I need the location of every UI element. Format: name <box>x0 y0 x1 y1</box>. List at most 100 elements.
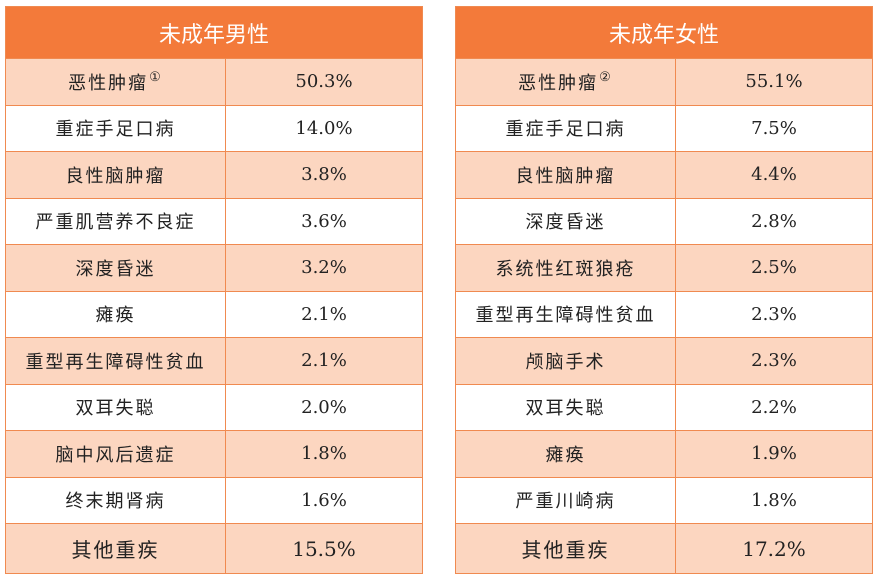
row-label: 恶性肿瘤 <box>68 72 149 94</box>
row-label: 严重肌营养不良症 <box>35 212 196 234</box>
footnote-mark: ① <box>149 70 163 86</box>
row-value: 1.6% <box>301 489 347 511</box>
table-header: 未成年女性 <box>456 7 872 58</box>
row-value-cell: 2.5% <box>676 245 872 291</box>
row-value-cell: 2.3% <box>676 338 872 384</box>
row-label: 重型再生障碍性贫血 <box>475 305 656 327</box>
row-value: 2.5% <box>751 257 797 279</box>
row-label-cell: 脑中风后遗症 <box>6 431 226 477</box>
table-header: 未成年男性 <box>6 7 422 58</box>
table: 未成年男性 恶性肿瘤 ① 50.3% 重症手足口病 14.0% 良性脑肿瘤 3.8% 严重肌营养… <box>5 6 423 574</box>
row-value-cell: 2.3% <box>676 292 872 338</box>
row-value-cell: 3.8% <box>226 152 422 198</box>
table-row: 深度昏迷 3.2% <box>6 244 422 291</box>
row-value: 2.3% <box>751 350 797 372</box>
row-value-cell: 1.8% <box>226 431 422 477</box>
row-label-cell: 重症手足口病 <box>6 105 226 151</box>
table-row: 恶性肿瘤 ① 50.3% <box>6 58 422 105</box>
row-label: 双耳失聪 <box>75 398 156 420</box>
row-label: 恶性肿瘤 <box>518 72 599 94</box>
row-value: 2.8% <box>751 210 797 232</box>
row-label-cell: 终末期肾病 <box>6 477 226 523</box>
row-label-cell: 严重肌营养不良症 <box>6 198 226 244</box>
row-value: 55.1% <box>745 71 803 93</box>
table-row: 重型再生障碍性贫血 2.1% <box>6 337 422 384</box>
row-label-cell: 良性脑肿瘤 <box>456 152 676 198</box>
row-label: 双耳失聪 <box>525 398 606 420</box>
table-row: 终末期肾病 1.6% <box>6 476 422 524</box>
row-value-cell: 1.6% <box>226 478 422 524</box>
row-label: 严重川崎病 <box>515 491 616 513</box>
row-value: 2.1% <box>301 350 347 372</box>
row-value: 1.9% <box>751 443 797 465</box>
row-label-cell: 重型再生障碍性贫血 <box>456 291 676 337</box>
row-label: 良性脑肿瘤 <box>515 165 616 187</box>
row-value: 2.0% <box>301 396 347 418</box>
row-label: 脑中风后遗症 <box>55 444 176 466</box>
row-value-cell: 7.5% <box>676 106 872 152</box>
row-value-cell: 15.5% <box>226 524 422 573</box>
row-value: 3.6% <box>301 210 347 232</box>
table-row: 良性脑肿瘤 3.8% <box>6 151 422 198</box>
row-value: 2.1% <box>301 303 347 325</box>
row-value-cell: 3.6% <box>226 199 422 245</box>
row-label: 终末期肾病 <box>65 491 166 513</box>
table-row: 良性脑肿瘤 4.4% <box>456 151 872 198</box>
row-label: 良性脑肿瘤 <box>65 165 166 187</box>
row-label-cell: 瘫痪 <box>456 431 676 477</box>
row-value: 2.2% <box>751 396 797 418</box>
row-label-cell: 其他重疾 <box>456 524 676 573</box>
row-value-cell: 55.1% <box>676 59 872 105</box>
row-label: 重症手足口病 <box>55 119 176 141</box>
row-label: 重型再生障碍性贫血 <box>25 351 206 373</box>
table-row: 重症手足口病 14.0% <box>6 104 422 152</box>
row-label-cell: 严重川崎病 <box>456 477 676 523</box>
row-label-cell: 恶性肿瘤 ① <box>6 59 226 105</box>
row-value-cell: 2.0% <box>226 385 422 431</box>
footnote-mark: ② <box>599 70 613 86</box>
row-value: 17.2% <box>742 536 806 561</box>
row-value: 14.0% <box>295 117 353 139</box>
table-row: 双耳失聪 2.0% <box>6 383 422 431</box>
row-label: 系统性红斑狼疮 <box>495 258 636 280</box>
row-value: 2.3% <box>751 303 797 325</box>
table: 未成年女性 恶性肿瘤 ② 55.1% 重症手足口病 7.5% 良性脑肿瘤 4.4% 深度昏迷 2.… <box>455 6 873 574</box>
row-label: 其他重疾 <box>71 538 160 562</box>
row-label: 深度昏迷 <box>525 212 606 234</box>
row-label: 其他重疾 <box>521 538 610 562</box>
row-value-cell: 14.0% <box>226 106 422 152</box>
row-value: 50.3% <box>295 71 353 93</box>
row-value-cell: 2.2% <box>676 385 872 431</box>
row-label-cell: 恶性肿瘤 ② <box>456 59 676 105</box>
table-row: 恶性肿瘤 ② 55.1% <box>456 58 872 105</box>
table-row: 双耳失聪 2.2% <box>456 383 872 431</box>
row-label-cell: 深度昏迷 <box>6 245 226 291</box>
row-label-cell: 系统性红斑狼疮 <box>456 245 676 291</box>
table-row: 瘫痪 1.9% <box>456 430 872 477</box>
table-row: 系统性红斑狼疮 2.5% <box>456 244 872 291</box>
row-label-cell: 重型再生障碍性贫血 <box>6 338 226 384</box>
table-row: 严重川崎病 1.8% <box>456 476 872 523</box>
row-label-cell: 双耳失聪 <box>6 384 226 430</box>
row-label-cell: 双耳失聪 <box>456 384 676 430</box>
row-value: 1.8% <box>751 489 797 511</box>
table-row: 脑中风后遗症 1.8% <box>6 430 422 477</box>
row-value-cell: 3.2% <box>226 245 422 291</box>
row-value: 3.2% <box>301 257 347 279</box>
row-value: 7.5% <box>751 117 797 139</box>
row-label-cell: 颅脑手术 <box>456 338 676 384</box>
row-value-cell: 50.3% <box>226 59 422 105</box>
row-label: 瘫痪 <box>95 305 136 327</box>
table-row: 重型再生障碍性贫血 2.3% <box>456 290 872 338</box>
table-row: 颅脑手术 2.3% <box>456 337 872 384</box>
table-row: 瘫痪 2.1% <box>6 290 422 337</box>
row-label-cell: 重症手足口病 <box>456 105 676 151</box>
row-label-cell: 良性脑肿瘤 <box>6 152 226 198</box>
row-label-cell: 瘫痪 <box>6 291 226 337</box>
row-value: 15.5% <box>292 536 356 561</box>
row-label: 瘫痪 <box>545 444 586 466</box>
table-row: 严重肌营养不良症 3.6% <box>6 197 422 245</box>
row-value: 1.8% <box>301 443 347 465</box>
row-value-cell: 2.1% <box>226 338 422 384</box>
table-row: 其他重疾 17.2% <box>456 523 872 573</box>
